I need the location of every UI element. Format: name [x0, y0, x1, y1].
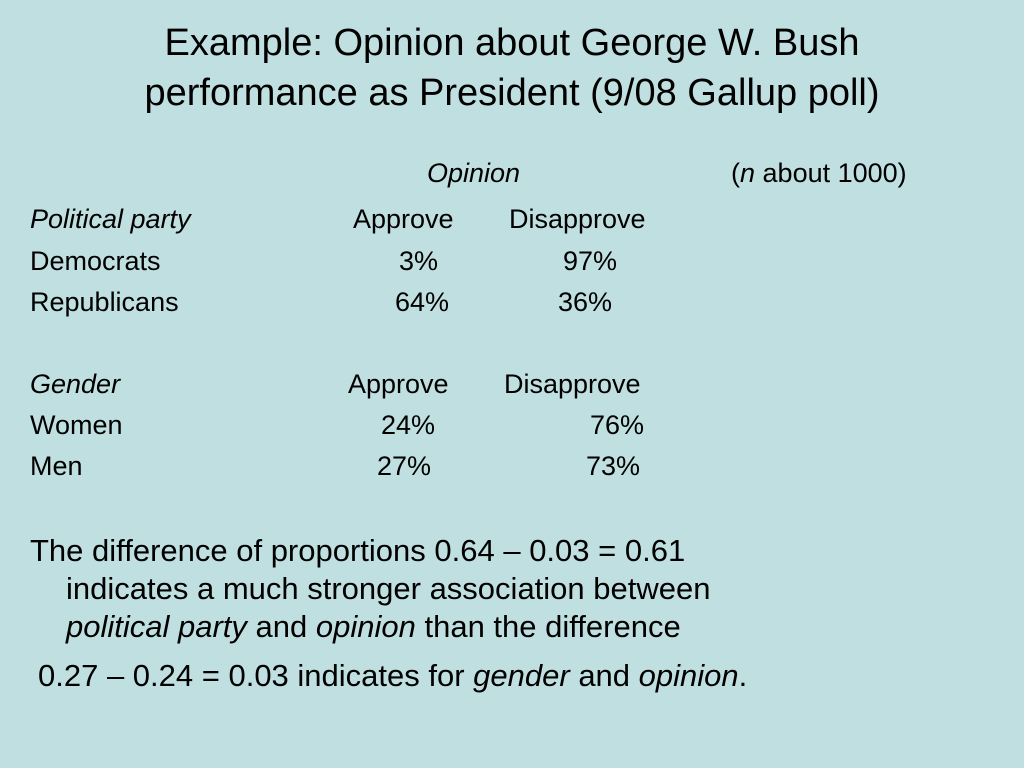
party-disapprove-header: Disapprove: [509, 204, 646, 234]
conclusion-line-1: The difference of proportions 0.64 – 0.0…: [30, 533, 686, 568]
conclusion-line-4: 0.27 – 0.24 = 0.03 indicates for gender …: [38, 658, 748, 693]
conclusion-line-2: indicates a much stronger association be…: [66, 571, 711, 606]
table-cell-disapprove: 73%: [586, 451, 641, 481]
table-cell-approve: 64%: [395, 287, 450, 317]
table-cell-disapprove: 76%: [590, 410, 645, 440]
gender-heading: Gender: [30, 369, 121, 399]
table-row-label: Men: [30, 451, 83, 481]
gender-approve-header: Approve: [348, 369, 449, 399]
party-heading: Political party: [30, 204, 191, 234]
table-cell-approve: 27%: [377, 451, 432, 481]
table-cell-disapprove: 36%: [558, 287, 613, 317]
table-cell-approve: 3%: [399, 246, 439, 276]
table-row-label: Women: [30, 410, 123, 440]
table-cell-approve: 24%: [381, 410, 436, 440]
opinion-header: Opinion: [427, 158, 521, 188]
table-row-label: Democrats: [30, 246, 161, 276]
gender-disapprove-header: Disapprove: [504, 369, 641, 399]
sample-size-note: (n about 1000): [731, 158, 907, 188]
title-line-2: performance as President (9/08 Gallup po…: [144, 72, 880, 114]
slide-title: Example: Opinion about George W. Bush pe…: [0, 18, 1024, 118]
table-row-label: Republicans: [30, 287, 179, 317]
conclusion-paragraph: The difference of proportions 0.64 – 0.0…: [30, 532, 990, 646]
party-approve-header: Approve: [353, 204, 454, 234]
table-cell-disapprove: 97%: [563, 246, 618, 276]
title-line-1: Example: Opinion about George W. Bush: [164, 22, 860, 64]
conclusion-line-3: political party and opinion than the dif…: [66, 609, 681, 644]
